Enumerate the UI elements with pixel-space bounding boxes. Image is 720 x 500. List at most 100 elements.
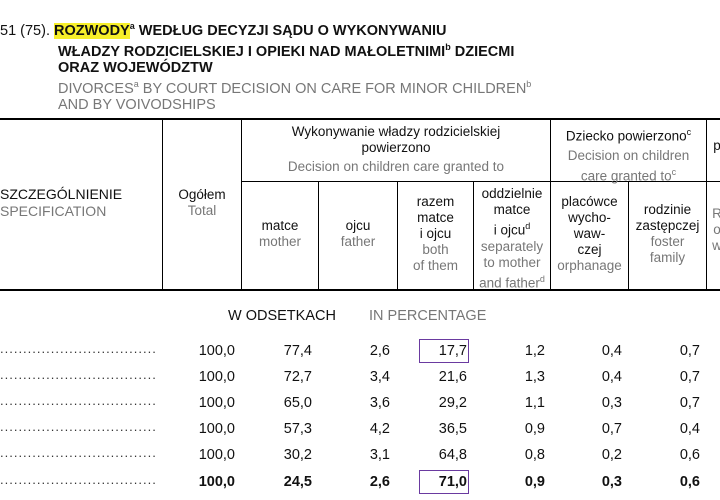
col-divider <box>241 119 242 290</box>
cell-foster: 0,7 <box>679 395 700 411</box>
sep-en: to mother <box>483 254 541 270</box>
cell-mother: 57,3 <box>283 421 312 437</box>
cell-mother: 72,7 <box>283 369 312 385</box>
title-polish: 51 (75). ROZWODYa WEDŁUG DECYZJI SĄDU O … <box>0 18 720 76</box>
foster-en: family <box>649 250 686 265</box>
footnote-mark: d <box>539 273 545 284</box>
row-leader: ........................................… <box>0 445 155 460</box>
spec-pl: SZCZEGÓLNIENIE <box>0 186 123 202</box>
cell-separately: 1,2 <box>524 343 545 359</box>
group2-pl: Dziecko powierzono <box>565 128 687 144</box>
father-header: ojcu father <box>319 218 397 250</box>
foster-en: foster <box>650 234 685 249</box>
cell-both: 29,2 <box>438 395 467 411</box>
footnote-mark: b <box>526 78 532 89</box>
table-row: ........................................… <box>0 339 720 367</box>
both-pl: matce <box>417 210 454 225</box>
cell-separately: 0,9 <box>524 421 545 437</box>
cell-total: 100,0 <box>198 447 235 463</box>
cell-orphanage: 0,4 <box>601 369 622 385</box>
cell-father: 3,4 <box>369 369 390 385</box>
cell-both: 64,8 <box>438 447 467 463</box>
cut-mid: o <box>713 222 720 237</box>
footnote-mark: d <box>525 221 531 231</box>
mother-pl: matce <box>261 218 299 233</box>
foster-pl: zastępczej <box>635 218 700 233</box>
section-pl: W ODSETKACH <box>228 308 336 324</box>
mother-header: matce mother <box>242 218 318 250</box>
cell-orphanage: 0,4 <box>601 343 622 359</box>
both-pl: razem <box>416 194 455 209</box>
cell-both: 21,6 <box>438 369 467 385</box>
cell-separately: 1,1 <box>524 395 545 411</box>
father-en: father <box>340 234 376 249</box>
cell-both: 36,5 <box>438 421 467 437</box>
table-row: ........................................… <box>0 419 720 445</box>
cell-father: 2,6 <box>369 343 390 359</box>
row-leader: ........................................… <box>0 472 155 487</box>
father-pl: ojcu <box>345 218 371 233</box>
col-divider <box>706 119 707 290</box>
cell-separately: 0,9 <box>524 474 545 490</box>
group-care-header: Dziecko powierzono c Decision on children… <box>551 124 706 184</box>
both-en: of them <box>412 258 459 273</box>
section-en: IN PERCENTAGE <box>369 308 487 324</box>
table-row: ........................................… <box>0 393 720 419</box>
cell-father: 3,6 <box>369 395 390 411</box>
col-divider <box>473 182 474 290</box>
orph-pl: placówce <box>561 194 618 209</box>
title-line2-end: DZIECMI <box>450 43 515 60</box>
total-header: Ogółem Total <box>163 187 241 219</box>
footnote-mark: b <box>445 41 451 52</box>
total-en: Total <box>187 203 217 218</box>
orph-en: orphanage <box>557 258 622 273</box>
cell-total: 100,0 <box>198 474 235 490</box>
footnote-mark: a <box>129 21 135 31</box>
row-leader: ........................................… <box>0 367 155 382</box>
table-number: 51 (75). <box>0 22 50 39</box>
specification-header: SZCZEGÓLNIENIE SPECIFICATION <box>0 186 122 220</box>
separately-header: oddzielnie matce i ojcud separately to m… <box>474 186 550 291</box>
cell-mother: 65,0 <box>283 395 312 411</box>
cut-mid: w <box>712 238 720 253</box>
cell-orphanage: 0,3 <box>601 474 622 490</box>
cut-top: p <box>713 138 720 153</box>
sep-pl: oddzielnie <box>481 186 543 201</box>
cell-father: 3,1 <box>369 447 390 463</box>
col-divider <box>628 182 629 290</box>
mother-en: mother <box>258 234 302 249</box>
foster-header: rodzinie zastępczej foster family <box>629 202 706 266</box>
header-bottom-rule <box>0 289 720 291</box>
cell-total: 100,0 <box>198 369 235 385</box>
table-row: ........................................… <box>0 470 720 498</box>
cut-col-header: p <box>707 138 720 154</box>
orph-pl: wycho- <box>568 210 611 225</box>
footnote-mark: c <box>671 166 677 177</box>
orphanage-header: placówce wycho- waw- czej orphanage <box>551 194 628 274</box>
total-pl: Ogółem <box>178 187 226 202</box>
both-en: both <box>422 242 449 257</box>
cell-foster: 0,6 <box>679 474 700 490</box>
cell-orphanage: 0,3 <box>601 395 622 411</box>
cell-mother: 30,2 <box>283 447 312 463</box>
both-header: razem matce i ojcu both of them <box>398 194 473 274</box>
cut-mid: R <box>712 206 720 221</box>
group2-en2: care granted to <box>580 168 672 183</box>
footnote-mark: a <box>133 78 139 89</box>
group2-en1: Decision on children <box>567 147 690 163</box>
sep-en: separately <box>480 238 544 254</box>
cell-separately: 1,3 <box>524 369 545 385</box>
table-title: 51 (75). ROZWODYa WEDŁUG DECYZJI SĄDU O … <box>0 18 720 114</box>
cell-father: 2,6 <box>369 474 390 490</box>
orph-pl: waw- <box>573 226 606 241</box>
cell-total: 100,0 <box>198 395 235 411</box>
group-divider <box>241 181 720 182</box>
foster-pl: rodzinie <box>643 202 692 217</box>
col-divider <box>550 119 551 290</box>
group1-pl2: powierzono <box>361 140 431 155</box>
title-en-line2: AND BY VOIVODSHIPS <box>58 97 216 114</box>
cell-foster: 0,7 <box>679 369 700 385</box>
group1-pl1: Wykonywanie władzy rodzicielskiej <box>291 124 501 139</box>
title-line2: WŁADZY RODZICIELSKIEJ I OPIEKI NAD MAŁOL… <box>58 43 446 60</box>
group-custody-header: Wykonywanie władzy rodzicielskiej powier… <box>242 124 550 175</box>
